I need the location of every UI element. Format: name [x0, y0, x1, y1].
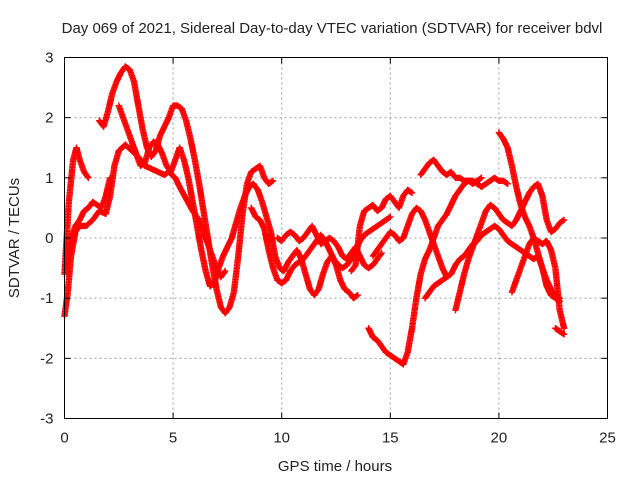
marker-trail: [495, 129, 563, 302]
series-track-13: [452, 180, 568, 314]
x-tick-label: 20: [491, 430, 508, 447]
marker-trail: [452, 180, 568, 314]
marker-trail: [552, 325, 568, 338]
x-tick-label: 0: [60, 430, 68, 447]
marker-trail: [115, 102, 361, 302]
x-tick-label: 25: [599, 430, 616, 447]
marker-trail: [369, 204, 563, 305]
x-tick-label: 5: [169, 430, 177, 447]
x-tick-label: 15: [382, 430, 399, 447]
series-track-3: [63, 174, 114, 272]
marker-trail: [421, 273, 450, 302]
marker-trail: [417, 156, 485, 188]
y-tick-label: 3: [45, 50, 53, 67]
marker-trail: [248, 204, 394, 287]
series-track-16: [552, 325, 568, 338]
series-track-6: [248, 204, 394, 287]
y-tick-label: -1: [40, 290, 53, 307]
x-tick-label: 10: [273, 430, 290, 447]
y-tick-label: 0: [45, 230, 53, 247]
series-track-12: [417, 156, 485, 188]
y-tick-label: -2: [40, 350, 53, 367]
y-axis-label: SDTVAR / TECUs: [6, 178, 23, 298]
y-tick-label: -3: [40, 411, 53, 428]
series-track-5: [115, 102, 361, 302]
series-track-11: [421, 273, 450, 302]
y-tick-label: 2: [45, 110, 53, 127]
marker-trail: [365, 174, 511, 368]
series-track-10: [369, 204, 563, 305]
chart-title: Day 069 of 2021, Sidereal Day-to-day VTE…: [62, 20, 603, 37]
data-points: [61, 63, 568, 368]
axis-ticks: 0 5 10 15 20 25 -3 -2 -1 0 1 2 3: [40, 50, 616, 447]
series-track-8: [348, 186, 416, 275]
series-track-14: [495, 129, 563, 302]
marker-trail: [61, 141, 229, 320]
marker-trail: [63, 174, 114, 272]
series-track-9: [365, 174, 511, 368]
x-axis-label: GPS time / hours: [278, 458, 392, 475]
marker-trail: [348, 186, 416, 275]
grid: [64, 57, 608, 419]
y-tick-label: 1: [45, 170, 53, 187]
marker-trail: [508, 234, 568, 332]
series-track-15: [508, 234, 568, 332]
series-track-2: [61, 141, 229, 320]
